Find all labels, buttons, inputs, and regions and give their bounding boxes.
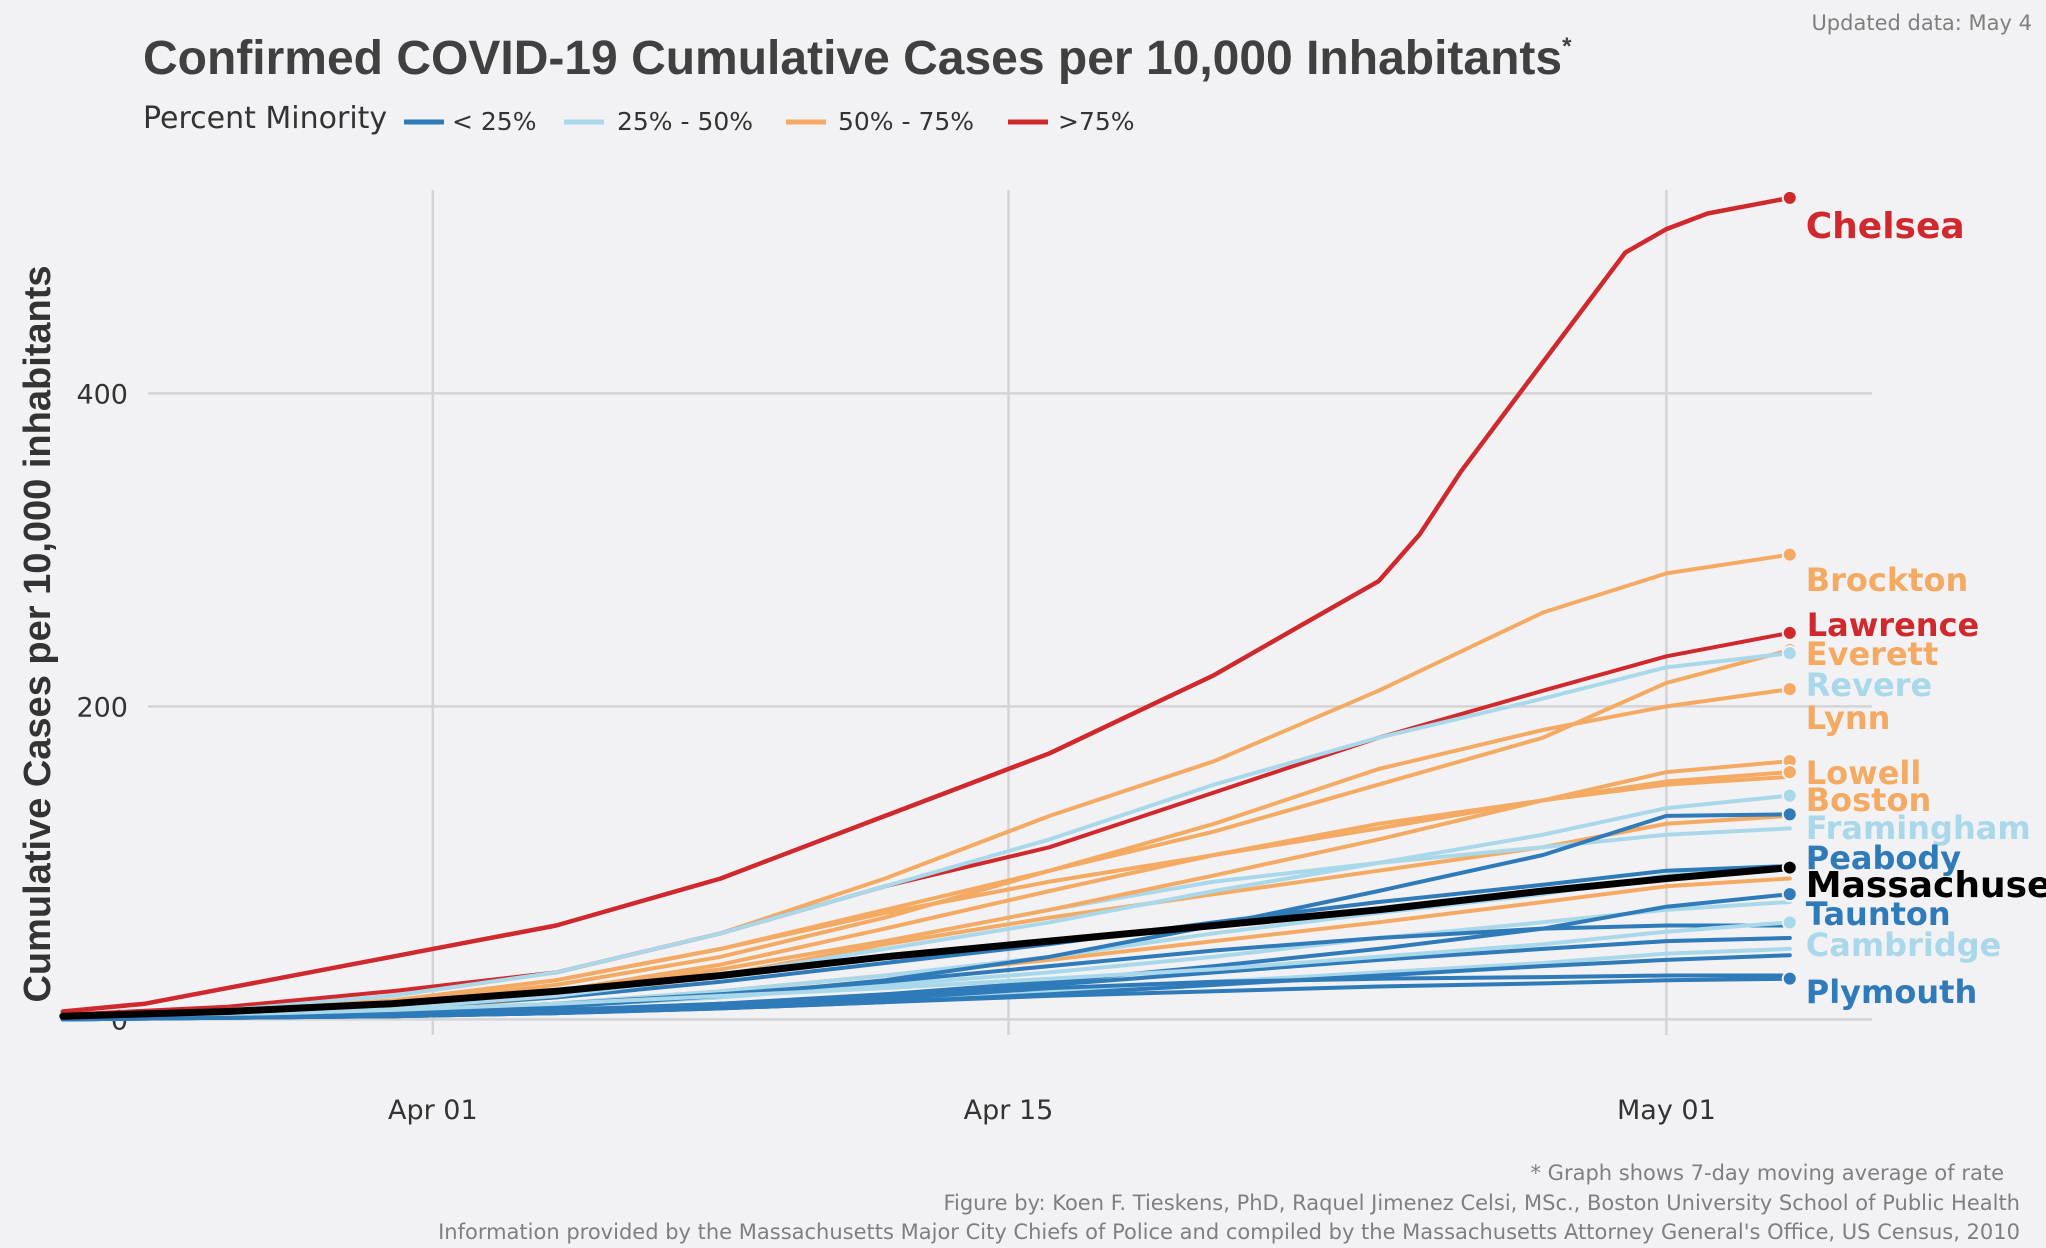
series-line-massachusetts	[59, 864, 1794, 1020]
city-label-lawrence: Lawrence	[1807, 606, 1979, 644]
legend-entry-lt25: < 25%	[404, 107, 536, 136]
legend-label-50-75: 50% - 75%	[838, 107, 974, 136]
city-label-cambridge: Cambridge	[1806, 926, 2002, 964]
endpoint-massachusetts	[1781, 859, 1798, 876]
city-label-revere: Revere	[1806, 666, 1932, 704]
title-asterisk: *	[1562, 33, 1572, 60]
footnote-authors: Figure by: Koen F. Tieskens, PhD, Raquel…	[943, 1191, 2020, 1215]
x-tick-label: Apr 01	[388, 1095, 478, 1126]
city-label-peabody: Peabody	[1806, 839, 1962, 877]
endpoint-plymouth	[1781, 970, 1798, 987]
x-tick-label: Apr 15	[964, 1095, 1054, 1126]
endpoint-peabody	[1781, 806, 1798, 823]
y-tick-label: 200	[76, 692, 128, 723]
endpoint-framingham	[1781, 787, 1798, 804]
city-label-everett: Everett	[1806, 635, 1939, 673]
footnote-moving-average: * Graph shows 7-day moving average of ra…	[1531, 1161, 2005, 1185]
legend-entry-50-75: 50% - 75%	[786, 107, 974, 136]
city-labels: Chelsea Brockton LawrenceEverettRevereLynn…	[1781, 189, 2046, 1011]
endpoint-lynn	[1781, 681, 1798, 698]
series-line-lawrence	[60, 630, 1792, 1017]
series-line-cambridge	[60, 920, 1792, 1020]
legend-label-lt25: < 25%	[452, 107, 536, 136]
city-label-massachusetts: Massachusetts	[1806, 865, 2046, 906]
legend-label-gt75: >75%	[1058, 107, 1135, 136]
chart-title-group: Confirmed COVID-19 Cumulative Cases per …	[143, 32, 1572, 85]
series-line-plymouth	[60, 976, 1792, 1022]
legend: Percent Minority < 25% 25% - 50% 50% - 7…	[143, 101, 1135, 136]
legend-entry-25-50: 25% - 50%	[564, 107, 753, 136]
series-lines	[59, 195, 1794, 1022]
city-label-brockton: Brockton	[1806, 561, 1968, 599]
endpoint-chelsea	[1781, 189, 1798, 206]
city-label-boston: Boston	[1806, 781, 1931, 819]
city-label-lynn: Lynn	[1806, 699, 1891, 737]
city-label-framingham: Framingham	[1806, 809, 2031, 847]
series-line-chelsea	[60, 195, 1793, 1014]
y-axis-title: Cumulative Cases per 10,000 inhabitants	[17, 265, 59, 1002]
chart-title: Confirmed COVID-19 Cumulative Cases per …	[143, 32, 1562, 85]
footnote-source: Information provided by the Massachusett…	[438, 1220, 2020, 1244]
endpoint-brockton	[1781, 546, 1798, 563]
grid	[148, 190, 1872, 1035]
x-tick-label: May 01	[1617, 1095, 1716, 1126]
legend-label-25-50: 25% - 50%	[617, 107, 753, 136]
city-label-lowell: Lowell	[1806, 754, 1922, 792]
series-line-peabody	[60, 812, 1792, 1022]
series-line-revere	[60, 651, 1792, 1019]
endpoint-taunton	[1781, 886, 1798, 903]
updated-date: Updated data: May 4	[1811, 11, 2032, 35]
series-line-everett	[60, 648, 1792, 1019]
city-label-taunton: Taunton	[1806, 895, 1951, 933]
legend-title: Percent Minority	[143, 101, 387, 136]
endpoint-cambridge	[1781, 914, 1798, 931]
endpoint-lawrence	[1781, 624, 1798, 641]
endpoint-boston	[1781, 764, 1798, 781]
endpoint-revere	[1781, 645, 1798, 662]
legend-entry-gt75: >75%	[1008, 107, 1135, 136]
y-tick-label: 400	[76, 379, 128, 410]
city-label-chelsea: Chelsea	[1806, 206, 1965, 247]
city-label-plymouth: Plymouth	[1806, 973, 1977, 1011]
